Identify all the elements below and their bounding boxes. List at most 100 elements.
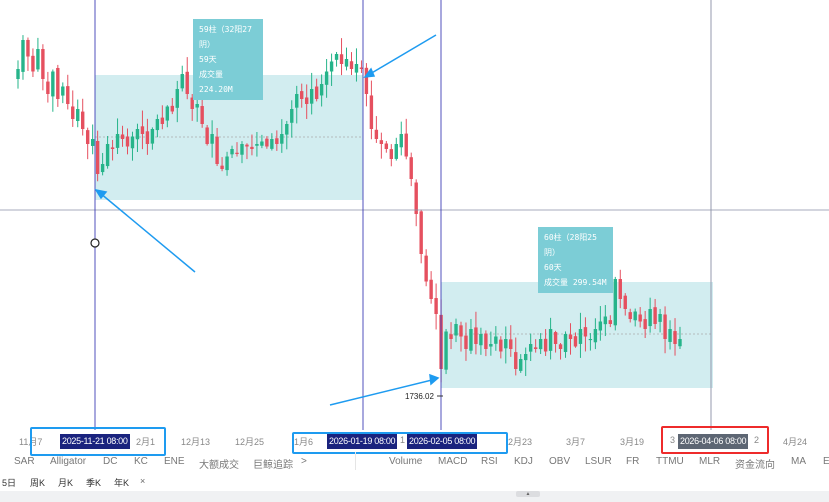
candle[interactable] [568,334,573,339]
time-label-end-2[interactable]: 2026-04-06 08:00 [678,434,749,449]
candle[interactable] [225,156,229,171]
candle[interactable] [434,298,438,314]
candle[interactable] [235,152,239,154]
candle[interactable] [509,339,513,349]
candle[interactable] [528,344,533,352]
candle[interactable] [200,106,204,124]
candle[interactable] [464,335,468,349]
candle[interactable] [379,140,384,144]
candle[interactable] [548,329,553,351]
candle[interactable] [349,61,354,69]
candle[interactable] [519,359,523,371]
candle[interactable] [538,339,543,350]
candle[interactable] [125,136,130,147]
candle[interactable] [51,71,55,97]
candle[interactable] [280,134,284,144]
candle[interactable] [474,327,478,344]
time-label-start-1[interactable]: 2025-11-21 08:00 [60,434,130,449]
candle[interactable] [668,329,672,342]
candle[interactable] [648,309,652,327]
candle[interactable] [76,109,80,122]
candle[interactable] [304,97,309,104]
candle[interactable] [265,138,269,147]
candle[interactable] [553,332,558,344]
candle[interactable] [409,157,413,179]
candle[interactable] [260,141,264,146]
candle[interactable] [245,144,249,147]
indicator-fr[interactable]: FR [626,456,640,467]
candle[interactable] [399,134,403,148]
candle[interactable] [170,105,175,112]
candle[interactable] [374,129,379,139]
candle[interactable] [210,134,214,144]
candle[interactable] [578,329,583,344]
candle[interactable] [329,61,334,72]
candle[interactable] [180,74,184,89]
candle[interactable] [678,339,682,347]
indicator-fund-flow[interactable]: 资金流向 [735,460,775,471]
period-month[interactable]: 月K [58,478,74,488]
candle[interactable] [36,49,40,70]
candle[interactable] [454,324,458,336]
candle[interactable] [41,49,45,79]
candle[interactable] [85,130,90,144]
candle[interactable] [319,84,324,96]
candle[interactable] [369,95,374,129]
candle[interactable] [120,134,125,139]
candle[interactable] [394,144,398,159]
candle[interactable] [115,134,120,148]
candle[interactable] [673,331,677,344]
candle[interactable] [175,89,179,108]
candle[interactable] [504,339,508,349]
time-label-end-1[interactable]: 2026-01-19 08:00 [327,434,398,449]
more-indicators-chevron-icon[interactable]: > [301,456,307,467]
candle[interactable] [300,91,304,99]
candle[interactable] [489,344,493,347]
candle[interactable] [389,149,394,159]
candle[interactable] [593,329,598,343]
candle[interactable] [449,334,453,339]
candle[interactable] [275,138,279,144]
candle[interactable] [150,129,155,144]
candle[interactable] [613,279,617,326]
candle[interactable] [533,347,538,349]
candle[interactable] [26,39,30,57]
candle[interactable] [145,131,150,144]
period-year[interactable]: 年K [114,478,130,488]
candle[interactable] [240,144,244,155]
candle[interactable] [658,314,662,322]
indicator-sar[interactable]: SAR [14,456,35,467]
time-label-start-2[interactable]: 2026-02-05 08:00 [407,434,478,449]
candle[interactable] [309,89,314,104]
indicator-mlr[interactable]: MLR [699,456,721,467]
candle[interactable] [110,147,115,149]
candle[interactable] [479,334,483,346]
candle[interactable] [653,307,657,324]
indicator-e[interactable]: E [823,456,829,467]
candle[interactable] [195,104,199,108]
candle[interactable] [484,333,488,349]
candle[interactable] [71,106,75,119]
candle[interactable] [663,314,667,339]
candle[interactable] [90,139,95,146]
candle[interactable] [633,311,637,321]
candle[interactable] [523,354,528,361]
candle[interactable] [404,133,408,157]
indicator-dc[interactable]: DC [103,456,118,467]
candle[interactable] [46,81,50,94]
candle[interactable] [190,97,194,109]
candle[interactable] [130,136,135,149]
indicator-obv[interactable]: OBV [549,456,571,467]
candle[interactable] [21,40,25,72]
candle[interactable] [588,339,593,341]
candle[interactable] [603,316,608,325]
crosshair-point[interactable] [90,238,100,248]
indicator-whale-tracking[interactable]: 巨鲸追踪 [253,460,293,471]
candle[interactable] [419,211,423,254]
candle[interactable] [359,67,364,69]
candle[interactable] [66,86,70,104]
indicator-large-trades[interactable]: 大额成交 [199,460,239,471]
indicator-alligator[interactable]: Alligator [50,456,87,467]
candle[interactable] [140,126,145,134]
candle[interactable] [95,140,100,174]
